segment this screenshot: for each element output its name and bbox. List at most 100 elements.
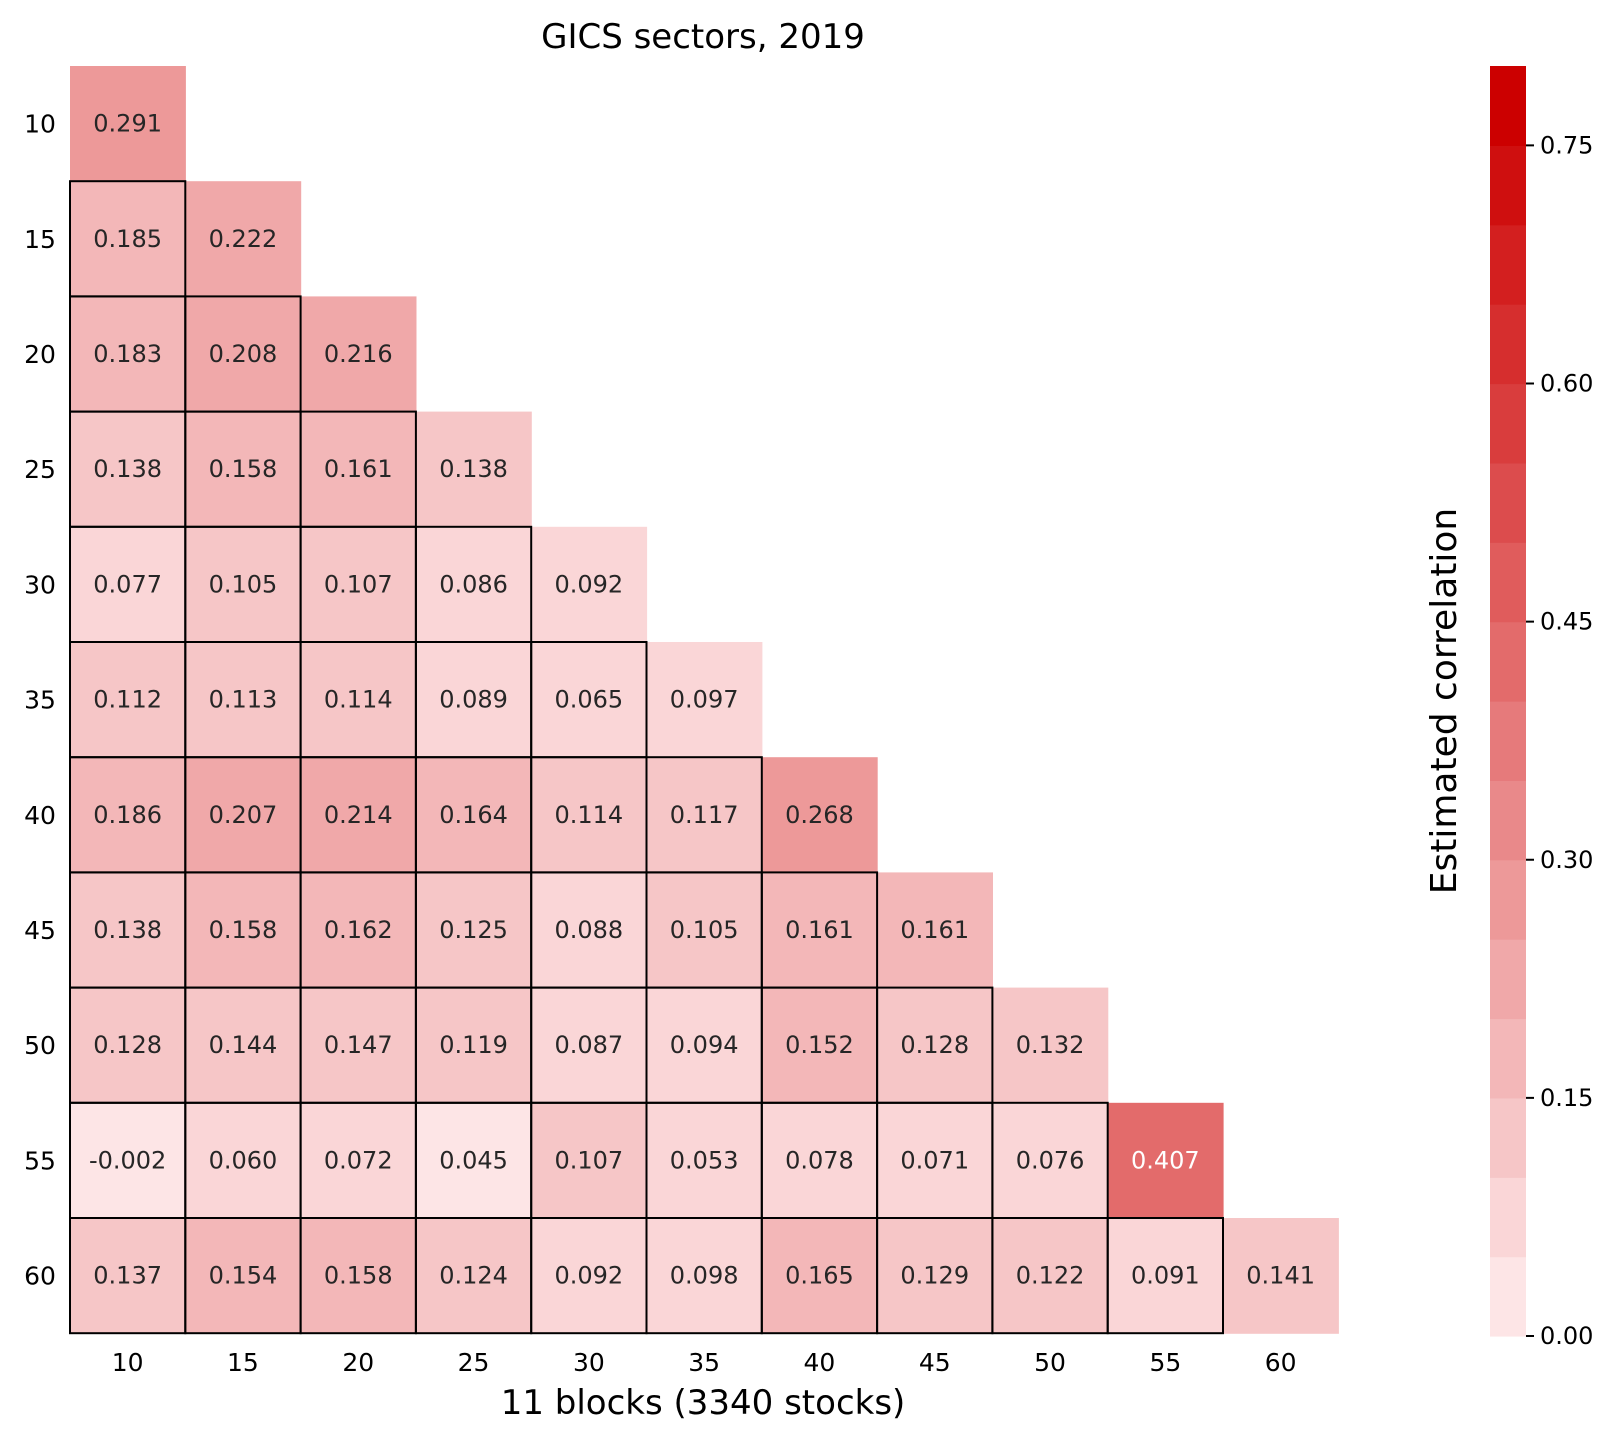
cell-value-label: 0.124 [439,1262,508,1290]
heatmap-cell-labels: 0.291 0.185 0.222 0.183 0.208 0.216 0.138 0.158… [89,110,1315,1290]
cell-value-label: 0.132 [1016,1031,1085,1059]
heatmap-cell [415,642,532,758]
cell-value-label: 0.128 [900,1031,969,1059]
cell-value-label: 0.141 [1246,1262,1315,1290]
colorbar-segment [1490,1177,1526,1258]
colorbar-segment [1490,224,1526,305]
cell-value-label: 0.186 [93,801,162,829]
y-axis-tick-labels: 10 15 20 25 30 35 40 45 50 55 60 [24,110,56,1291]
cell-value-label: 0.161 [900,916,969,944]
heatmap-cell [70,66,186,182]
heatmap-cell [415,757,532,873]
cell-value-label: 0.208 [209,340,278,368]
cell-value-label: 0.207 [209,801,278,829]
heatmap-cell [300,872,417,989]
cell-value-label: 0.105 [670,916,739,944]
heatmap-cell [300,296,417,413]
x-axis-label: 11 blocks (3340 stocks) [501,1383,906,1423]
cell-value-label: 0.214 [324,801,393,829]
cell-value-label: 0.045 [439,1146,508,1174]
heatmap-cell [70,526,186,643]
heatmap-cell [531,1218,648,1334]
cell-value-label: 0.125 [439,916,508,944]
cell-value-label: 0.060 [209,1146,278,1174]
cell-value-label: 0.088 [554,916,623,944]
cell-value-label: 0.183 [93,340,162,368]
cell-value-label: 0.138 [439,455,508,483]
heatmap-cell [185,757,302,873]
heatmap-cell [185,526,302,643]
cell-value-label: 0.147 [324,1031,393,1059]
cell-value-label: 0.112 [93,686,162,714]
x-tick-label: 15 [227,1348,259,1377]
heatmap-cell [70,411,186,528]
colorbar-segment [1490,542,1526,623]
colorbar-tick-label: 0.75 [1540,131,1593,159]
heatmap-cell [185,872,302,989]
colorbar-tick-label: 0.45 [1540,608,1593,636]
heatmap-cell [300,526,417,643]
heatmap-cell [992,1102,1109,1219]
cell-value-label: 0.092 [554,570,623,598]
heatmap-cell [70,1102,186,1219]
cell-value-label: 0.113 [209,686,278,714]
cell-value-label: 0.071 [900,1146,969,1174]
heatmap-cell [300,642,417,758]
y-tick-label: 35 [24,686,56,715]
colorbar-segment [1490,462,1526,543]
x-tick-label: 35 [688,1348,720,1377]
cell-value-label: 0.076 [1016,1146,1085,1174]
heatmap-cell [1107,1218,1224,1334]
x-tick-label: 50 [1034,1348,1066,1377]
block-outlines [69,180,1224,1335]
heatmap-cell [531,526,648,643]
cell-value-label: 0.222 [209,225,278,253]
cell-value-label: 0.053 [670,1146,739,1174]
heatmap-cell [761,1218,878,1334]
colorbar-segment [1490,66,1526,146]
cell-value-label: 0.078 [785,1146,854,1174]
heatmap-cell [531,872,648,989]
cell-value-label: 0.137 [93,1262,162,1290]
heatmap-cell [300,411,417,528]
colorbar-ticks: 0.00 0.15 0.30 0.45 0.60 0.75 [1526,131,1593,1350]
cell-value-label: 0.114 [324,686,393,714]
x-tick-label: 10 [112,1348,144,1377]
cell-value-label: 0.092 [554,1262,623,1290]
cell-value-label: 0.268 [785,801,854,829]
x-tick-label: 45 [919,1348,951,1377]
heatmap-cell [70,642,186,758]
heatmap-cell [300,1102,417,1219]
heatmap-cell [415,1102,532,1219]
heatmap-cells [70,66,1339,1334]
colorbar-tick-label: 0.15 [1540,1084,1593,1112]
colorbar-segment [1490,1256,1526,1337]
x-tick-label: 20 [342,1348,374,1377]
heatmap-cell [877,1102,993,1219]
cell-value-label: 0.105 [209,570,278,598]
cell-value-label: 0.154 [209,1262,278,1290]
y-tick-label: 45 [24,916,56,945]
heatmap-cell [646,872,763,989]
cell-value-label: 0.122 [1016,1262,1085,1290]
cell-value-label: 0.107 [554,1146,623,1174]
cell-value-label: 0.065 [554,686,623,714]
colorbar-segment [1490,780,1526,861]
heatmap-cell [185,987,302,1104]
heatmap-cell [185,181,302,297]
y-tick-label: 15 [24,225,56,254]
heatmap-cell [877,872,993,989]
heatmap-cell [415,987,532,1104]
colorbar-tick-label: 0.30 [1540,846,1593,874]
cell-value-label: 0.072 [324,1146,393,1174]
heatmap-cell [646,1218,763,1334]
heatmap-cell [70,987,186,1104]
heatmap-cell [70,757,186,873]
cell-value-label: 0.098 [670,1262,739,1290]
colorbar [1490,66,1526,1337]
y-tick-label: 20 [24,340,56,369]
heatmap-cell [1223,1218,1339,1334]
cell-value-label: 0.107 [324,570,393,598]
colorbar-segment [1490,145,1526,226]
